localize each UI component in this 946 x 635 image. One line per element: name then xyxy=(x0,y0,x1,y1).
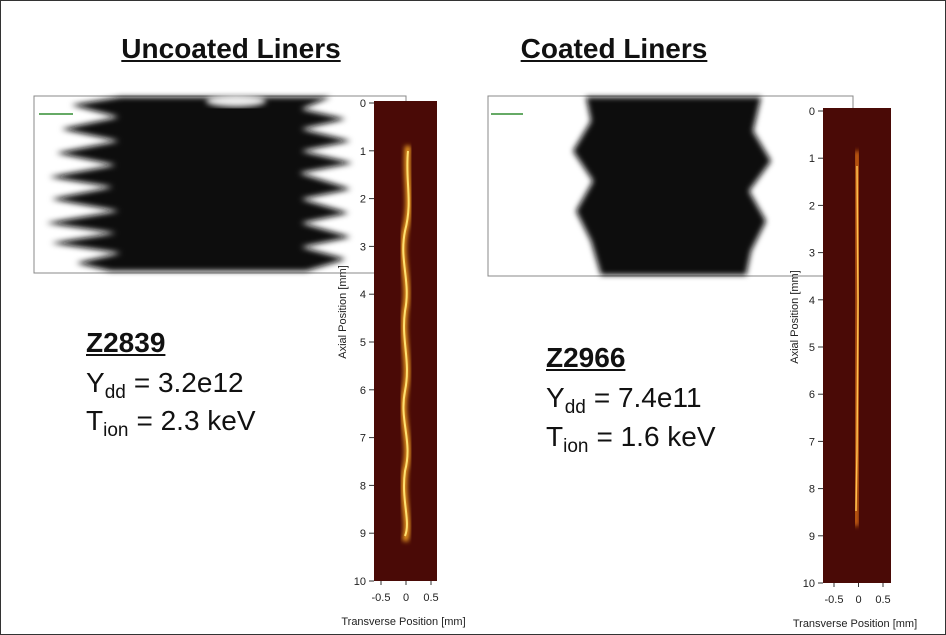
x-tick-label: 0.5 xyxy=(423,592,438,604)
panel-title: Coated Liners xyxy=(521,33,708,65)
value: = 2.3 keV xyxy=(136,405,255,436)
value: = 1.6 keV xyxy=(596,421,715,452)
symbol: T xyxy=(546,421,563,452)
y-tick-label: 7 xyxy=(360,433,366,445)
value: = 3.2e12 xyxy=(134,367,244,398)
y-tick-label: 0 xyxy=(360,98,366,110)
subscript: ion xyxy=(563,436,588,457)
radiograph xyxy=(34,95,406,273)
x-tick-label: 0 xyxy=(855,594,861,606)
radiograph xyxy=(488,96,853,276)
y-tick-label: 2 xyxy=(809,200,815,212)
panel-title: Uncoated Liners xyxy=(121,33,340,65)
value: = 7.4e11 xyxy=(594,382,702,413)
y-tick-label: 4 xyxy=(809,295,815,307)
shot-number: Z2839 xyxy=(86,327,165,359)
y-tick-label: 5 xyxy=(809,342,815,354)
y-tick-label: 4 xyxy=(360,289,366,301)
temperature: Tion = 1.6 keV xyxy=(546,421,716,458)
yield: Ydd = 3.2e12 xyxy=(86,367,244,404)
heat-map xyxy=(374,101,437,581)
y-tick-label: 2 xyxy=(360,194,366,206)
y-tick-label: 1 xyxy=(809,153,815,165)
subscript: dd xyxy=(565,397,586,418)
x-tick-label: -0.5 xyxy=(372,592,391,604)
y-tick-label: 9 xyxy=(360,528,366,540)
x-tick-label: 0.5 xyxy=(875,594,890,606)
figure: 012345678910-0.500.5Axial Position [mm]T… xyxy=(1,1,945,634)
axis-label: Transverse Position [mm] xyxy=(793,618,917,630)
y-tick-label: 5 xyxy=(360,337,366,349)
y-tick-label: 10 xyxy=(354,576,366,588)
x-tick-label: -0.5 xyxy=(825,594,844,606)
y-tick-label: 10 xyxy=(803,578,815,590)
symbol: T xyxy=(86,405,103,436)
x-tick-label: 0 xyxy=(403,592,409,604)
y-tick-label: 1 xyxy=(360,146,366,158)
subscript: dd xyxy=(105,382,126,403)
symbol: Y xyxy=(546,382,565,413)
y-tick-label: 6 xyxy=(360,385,366,397)
y-tick-label: 6 xyxy=(809,389,815,401)
axis-label: Axial Position [mm] xyxy=(789,270,801,364)
y-tick-label: 9 xyxy=(809,531,815,543)
slide: 012345678910-0.500.5Axial Position [mm]T… xyxy=(0,0,946,635)
heat-map xyxy=(823,108,891,583)
y-tick-label: 8 xyxy=(809,484,815,496)
symbol: Y xyxy=(86,367,105,398)
y-tick-label: 3 xyxy=(360,241,366,253)
axis-label: Transverse Position [mm] xyxy=(341,616,465,628)
temperature: Tion = 2.3 keV xyxy=(86,405,256,442)
y-tick-label: 7 xyxy=(809,436,815,448)
yield: Ydd = 7.4e11 xyxy=(546,382,702,419)
y-tick-label: 0 xyxy=(809,106,815,118)
y-tick-label: 3 xyxy=(809,248,815,260)
axis-label: Axial Position [mm] xyxy=(337,265,349,359)
shot-number: Z2966 xyxy=(546,342,625,374)
y-tick-label: 8 xyxy=(360,480,366,492)
subscript: ion xyxy=(103,420,128,441)
